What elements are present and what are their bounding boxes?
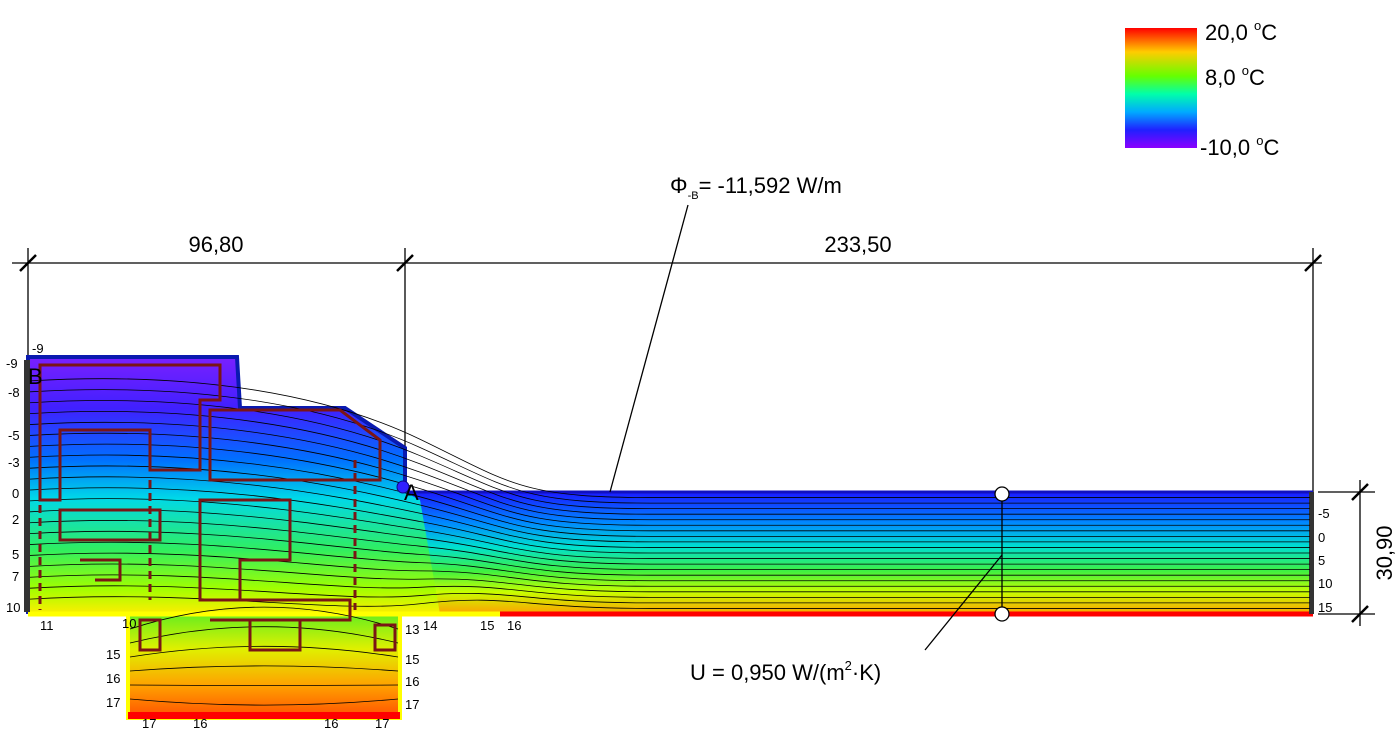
isotherm-label: 16 (507, 618, 521, 633)
isotherm-label: -3 (8, 455, 20, 470)
isotherm (29, 411, 1310, 515)
isotherm-label: 14 (423, 618, 437, 633)
legend-label: -10,0 oC (1200, 133, 1280, 160)
legend-label: 20,0 oC (1205, 18, 1277, 45)
u-exponent: 2 (845, 658, 852, 673)
flux-label: Φ-B= -11,592 W/m (670, 173, 842, 202)
point-label: A (404, 480, 419, 505)
isotherm (29, 530, 1310, 576)
isotherm (29, 596, 1310, 609)
isotherm (29, 465, 1310, 543)
dimension-label: 96,80 (188, 232, 243, 257)
legend-value: 20,0 (1205, 20, 1248, 45)
dimension-label: 233,50 (824, 232, 891, 257)
isotherm (129, 626, 399, 644)
isotherm-label: 17 (405, 697, 419, 712)
isotherm-label: 2 (12, 512, 19, 527)
isotherm-label: 10 (122, 616, 136, 631)
flux-symbol: Φ (670, 173, 688, 198)
isotherm-label: 16 (324, 716, 338, 729)
frame (28, 357, 440, 614)
isotherm (29, 421, 1310, 521)
u-suffix: ·K) (852, 660, 881, 685)
dimension-label: 30,90 (1372, 525, 1397, 580)
isotherm (29, 520, 1310, 571)
isotherm-label: 17 (106, 695, 120, 710)
isotherm (129, 665, 399, 672)
lower-block (126, 610, 402, 720)
isotherm (29, 378, 1310, 498)
isotherm-label: 0 (12, 486, 19, 501)
isotherm-label: -8 (8, 385, 20, 400)
legend-label: 8,0 oC (1205, 63, 1265, 90)
isotherm-label: 5 (12, 547, 19, 562)
isotherm-label: 10 (1318, 576, 1332, 591)
legend-value: 8,0 (1205, 65, 1236, 90)
legend-unit: C (1261, 20, 1277, 45)
isotherm (29, 389, 1310, 504)
isotherm (29, 574, 1310, 598)
isotherm-label: 13 (405, 622, 419, 637)
point-a-marker (396, 480, 410, 494)
legend-degree: o (1256, 133, 1263, 148)
isotherm-label: -9 (6, 356, 18, 371)
isotherm-label: 16 (405, 674, 419, 689)
isotherm-label: 15 (480, 618, 494, 633)
isotherm-label: 7 (12, 569, 19, 584)
isotherm (29, 552, 1310, 587)
isotherm-label: 16 (193, 716, 207, 729)
isotherm (29, 476, 1310, 548)
isotherm-label: 5 (1318, 553, 1325, 568)
point-label: B (28, 364, 43, 389)
isotherm-label: 0 (1318, 530, 1325, 545)
isotherm-label: 15 (1318, 600, 1332, 615)
flux-subscript: -B (688, 190, 699, 202)
frame-profile (38, 363, 397, 652)
legend-value: -10,0 (1200, 135, 1250, 160)
isotherm (29, 454, 1310, 537)
isotherm (29, 541, 1310, 582)
legend-unit: C (1249, 65, 1265, 90)
isotherm-label: -5 (1318, 506, 1330, 521)
isotherm (129, 645, 399, 658)
isotherm-label: 17 (375, 716, 389, 729)
isotherm (29, 498, 1310, 559)
frame-end (24, 360, 30, 612)
legend-degree: o (1242, 63, 1249, 78)
isotherm-label: 15 (106, 647, 120, 662)
wall-end (1309, 492, 1314, 614)
isotherm (129, 606, 399, 630)
isotherm-label: -9 (32, 341, 44, 356)
isotherm-label: 15 (405, 652, 419, 667)
dimension-lines (12, 248, 1375, 626)
labels: 20,0 oC 8,0 oC -10,0 oC Φ-B= -11,592 W/m… (6, 18, 1397, 729)
u-label: U = 0,950 W/(m2·K) (690, 658, 881, 685)
isotherm (29, 487, 1310, 554)
isotherm (129, 684, 399, 686)
isotherm-label: 10 (6, 600, 20, 615)
flux-value: = -11,592 W/m (699, 173, 842, 198)
leaders (609, 204, 1010, 651)
frame-edge (26, 355, 407, 614)
isotherm (29, 432, 1310, 526)
lower-block-edge (128, 712, 400, 719)
isotherm-label: 17 (142, 716, 156, 729)
legend-bar (1125, 28, 1197, 148)
legend-unit: C (1264, 135, 1280, 160)
isotherm (29, 509, 1310, 565)
isotherm-label: 16 (106, 671, 120, 686)
isotherm (129, 698, 399, 706)
legend-degree: o (1254, 18, 1261, 33)
isotherms (29, 378, 1310, 706)
isotherm-label: -5 (8, 428, 20, 443)
isotherm (29, 585, 1310, 604)
isotherm (29, 563, 1310, 593)
isotherm (29, 400, 1310, 510)
isotherm (29, 443, 1310, 532)
isotherm-label: 11 (40, 618, 54, 633)
u-value: U = 0,950 W/(m (690, 660, 845, 685)
